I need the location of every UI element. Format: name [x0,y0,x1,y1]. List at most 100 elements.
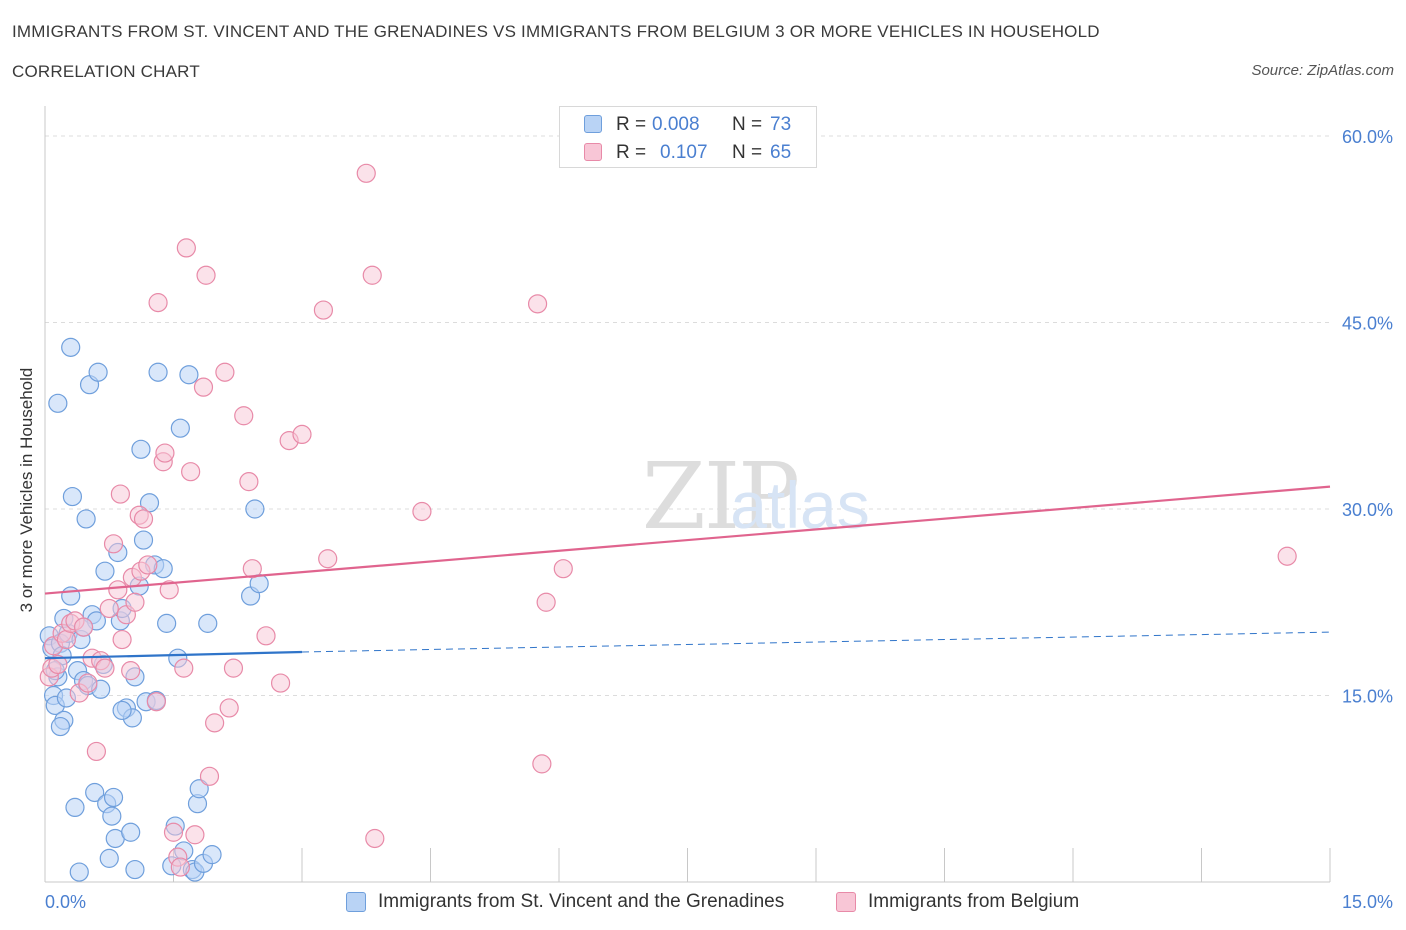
tick-labels: 15.0% 30.0% 45.0% 60.0% 0.0% 15.0% [45,127,1393,912]
legend-n-value: 65 [770,142,792,163]
series-belgium-points [39,163,1297,877]
data-point-belgium [125,592,145,612]
x-tick-label-min: 0.0% [45,892,86,912]
source-label: Source: ZipAtlas.com [1251,62,1394,79]
data-point-belgium [138,555,158,575]
data-point-belgium [362,265,382,285]
data-point-belgium [112,629,132,650]
data-point-belgium [205,713,225,733]
y-axis-label: 3 or more Vehicles in Household [17,367,36,613]
data-point-st-vincent [61,586,81,606]
data-point-belgium [553,559,573,579]
data-point-belgium [256,626,276,646]
data-point-st-vincent [245,499,265,519]
data-point-belgium [185,825,205,845]
y-tick-label: 45.0% [1342,314,1393,334]
y-tick-label: 60.0% [1342,127,1393,147]
data-point-st-vincent [61,337,81,357]
data-point-st-vincent [102,806,122,826]
data-point-belgium [234,406,254,426]
data-point-belgium [108,580,128,600]
data-point-st-vincent [189,779,209,799]
data-point-belgium [174,658,194,678]
data-point-belgium [318,549,338,569]
data-point-st-vincent [125,859,145,880]
y-axis-label-wrap: 3 or more Vehicles in Household [14,250,40,730]
legend-swatch-blue [584,115,602,133]
chart-subtitle: CORRELATION CHART [12,62,200,81]
trend-line-st-vincent [44,650,303,660]
legend-r-value: 0.008 [652,114,700,135]
data-point-belgium [239,472,259,492]
stats-legend: R = 0.008 N = 73 R = 0.107 N = 65 [559,106,817,168]
data-point-st-vincent [131,439,151,459]
data-point-belgium [121,661,141,681]
bottom-legend-label-st-vincent: Immigrants from St. Vincent and the Gren… [378,891,785,912]
x-tick-label-max: 15.0% [1342,892,1393,912]
trend-lines [44,485,1331,660]
legend-r-value: 0.107 [660,142,708,163]
data-point-belgium [536,592,556,612]
data-point-belgium [292,424,312,444]
data-point-belgium [356,163,376,183]
data-point-belgium [148,293,168,313]
data-point-belgium [365,828,385,849]
chart-title: IMMIGRANTS FROM ST. VINCENT AND THE GREN… [12,22,1100,41]
data-point-st-vincent [148,362,168,382]
data-point-belgium [163,822,184,842]
data-point-st-vincent [133,530,154,550]
data-point-belgium [78,673,98,693]
data-point-st-vincent [99,848,119,868]
data-point-st-vincent [179,365,199,385]
data-point-belgium [133,509,154,529]
data-point-st-vincent [76,509,96,529]
data-point-belgium [527,294,548,314]
data-point-belgium [110,484,130,504]
data-point-belgium [242,559,262,579]
data-point-st-vincent [103,787,124,808]
data-point-belgium [219,698,239,718]
data-point-st-vincent [88,362,108,382]
bottom-legend-swatch-blue [346,892,366,912]
data-point-st-vincent [85,782,105,803]
data-point-belgium [270,673,291,693]
data-point-belgium [215,362,235,382]
data-point-st-vincent [95,561,115,581]
data-point-belgium [181,462,201,482]
data-point-belgium [193,377,214,397]
data-point-st-vincent [65,797,85,818]
data-point-belgium [103,534,124,554]
series-st-vincent-points [39,337,269,882]
legend-n-label: N = [732,142,763,163]
data-point-belgium [99,598,119,619]
data-point-st-vincent [48,393,68,413]
data-point-st-vincent [202,845,222,865]
data-point-belgium [170,857,190,877]
bottom-legend-swatch-pink [836,892,856,912]
legend-n-label: N = [732,114,763,135]
data-point-belgium [176,238,196,258]
legend-swatch-pink [584,143,602,161]
data-point-belgium [56,629,77,650]
bottom-legend-label-belgium: Immigrants from Belgium [868,891,1080,912]
data-point-st-vincent [50,716,71,737]
y-tick-label: 30.0% [1342,500,1393,520]
data-point-st-vincent [69,862,89,882]
data-point-belgium [223,658,244,678]
legend-r-label: R = [616,142,647,163]
data-point-belgium [73,617,94,637]
data-point-belgium [48,654,68,675]
data-point-st-vincent [112,700,132,721]
legend-r-label: R = [616,114,647,135]
trend-line-belgium [44,485,1331,595]
axes [44,106,1331,883]
data-point-st-vincent [198,613,218,633]
data-point-belgium [86,741,107,762]
data-point-belgium [532,754,552,774]
legend-n-value: 73 [770,114,792,135]
y-tick-label: 15.0% [1342,687,1393,707]
data-point-belgium [412,501,432,522]
data-point-belgium [95,658,115,678]
data-point-belgium [196,265,216,285]
data-point-st-vincent [157,613,177,633]
